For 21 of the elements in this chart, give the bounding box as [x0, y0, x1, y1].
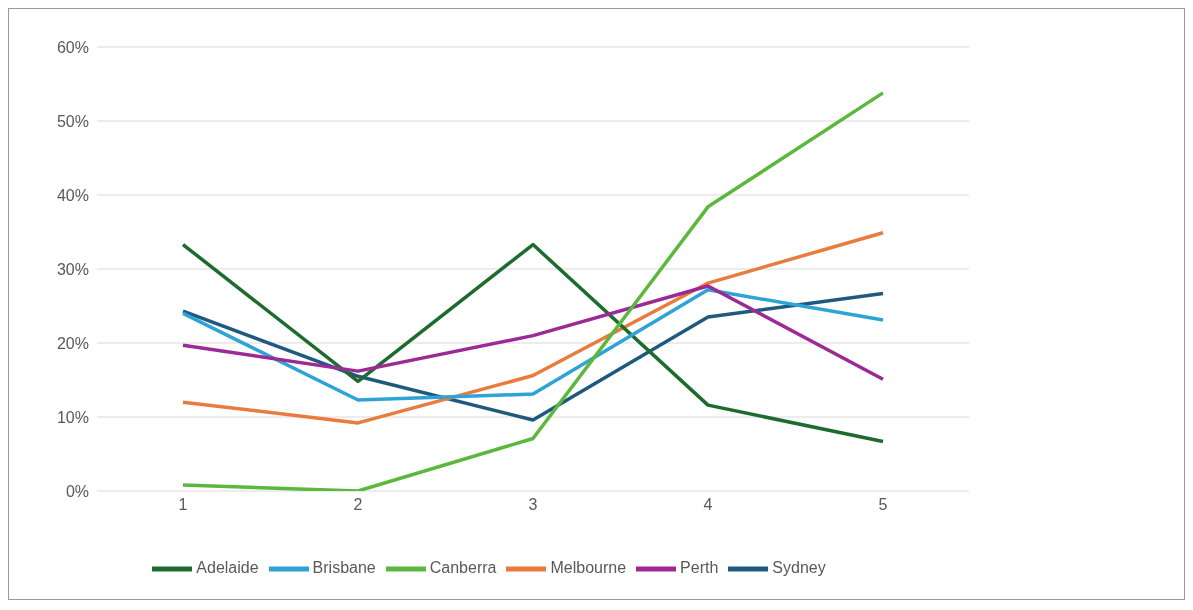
line-series [181, 284, 885, 382]
y-tick-label: 40% [56, 186, 89, 204]
y-tick-label: 50% [56, 112, 89, 130]
legend-label: Brisbane [312, 559, 376, 577]
x-tick-label: 1 [178, 496, 188, 514]
legend-label: Perth [680, 559, 719, 577]
y-tick-label: 60% [56, 38, 89, 56]
y-tick-label: 20% [56, 334, 89, 352]
line-series [181, 91, 885, 491]
legend-label: Adelaide [196, 559, 259, 577]
line-series [181, 287, 885, 402]
legend-label: Sydney [772, 559, 826, 577]
x-tick-label: 4 [703, 496, 713, 514]
y-tick-label: 0% [65, 482, 89, 500]
legend-label: Melbourne [550, 559, 627, 577]
y-tick-label: 10% [56, 408, 89, 426]
x-tick-label: 2 [353, 496, 363, 514]
y-tick-label: 30% [56, 260, 89, 278]
x-tick-label: 5 [878, 496, 888, 514]
x-tick-label: 3 [528, 496, 538, 514]
legend-label: Canberra [429, 559, 497, 577]
